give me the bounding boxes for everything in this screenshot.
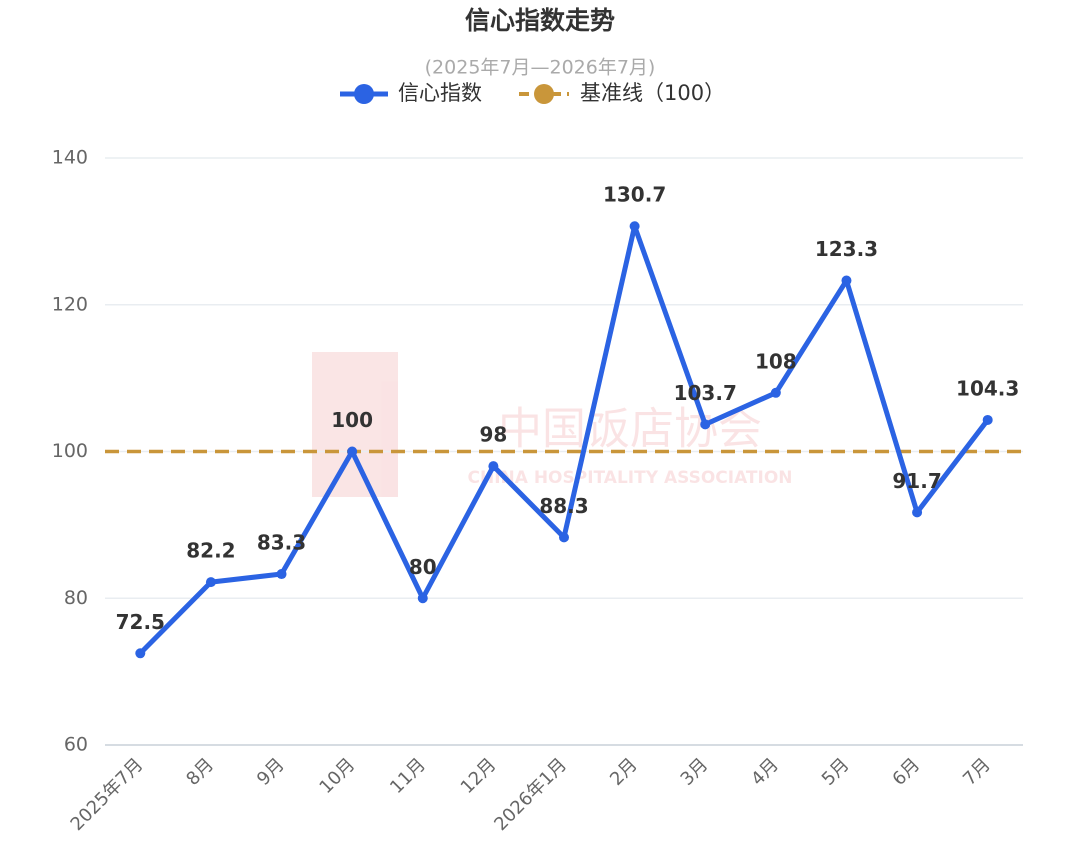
data-label: 103.7 xyxy=(674,381,737,405)
data-label: 80 xyxy=(409,555,437,579)
data-point xyxy=(205,577,216,588)
y-tick-label: 120 xyxy=(52,293,88,315)
x-tick-label: 8月 xyxy=(182,754,218,790)
x-tick-label: 2月 xyxy=(606,754,642,790)
data-point xyxy=(700,419,711,430)
chart-title: 信心指数走势 xyxy=(465,6,615,35)
watermark: 中国饭店协会 CHINA HOSPITALITY ASSOCIATION xyxy=(312,352,793,497)
y-tick-label: 60 xyxy=(64,734,88,756)
y-tick-label: 140 xyxy=(52,147,88,169)
data-label: 108 xyxy=(755,349,797,373)
x-tick-label: 11月 xyxy=(386,754,430,798)
data-label: 82.2 xyxy=(186,539,235,563)
data-point xyxy=(559,532,569,543)
data-point xyxy=(912,507,923,518)
data-point xyxy=(347,446,358,457)
x-tick-label: 2026年1月 xyxy=(490,754,571,835)
data-point xyxy=(841,275,852,286)
data-label: 104.3 xyxy=(956,376,1019,400)
x-tick-label: 7月 xyxy=(959,754,995,790)
data-label: 123.3 xyxy=(815,237,878,261)
data-label: 91.7 xyxy=(892,469,941,493)
data-point xyxy=(276,569,287,580)
legend-label: 基准线（100） xyxy=(580,81,725,105)
legend-label: 信心指数 xyxy=(398,81,482,105)
watermark-text: 中国饭店协会 xyxy=(498,404,762,455)
chart-subtitle: (2025年7月—2026年7月) xyxy=(425,57,656,79)
data-label: 98 xyxy=(479,423,507,447)
data-point xyxy=(770,387,781,398)
x-tick-label: 6月 xyxy=(888,754,924,790)
data-point xyxy=(417,593,428,604)
x-tick-label: 5月 xyxy=(818,754,854,790)
data-point xyxy=(488,461,499,472)
data-label: 83.3 xyxy=(257,531,306,555)
watermark-logo xyxy=(312,352,398,497)
data-label: 130.7 xyxy=(603,183,666,207)
legend-symbol xyxy=(354,84,374,104)
data-label: 88.3 xyxy=(539,494,588,518)
y-tick-label: 100 xyxy=(52,440,88,462)
x-tick-label: 2025年7月 xyxy=(67,754,148,835)
x-tick-label: 4月 xyxy=(747,754,783,790)
data-label: 100 xyxy=(331,408,373,432)
legend: 信心指数 基准线（100） xyxy=(340,81,725,105)
data-point xyxy=(982,414,993,425)
y-tick-label: 80 xyxy=(64,587,88,609)
data-point xyxy=(135,648,146,659)
x-tick-label: 3月 xyxy=(677,754,713,790)
watermark-text: CHINA HOSPITALITY ASSOCIATION xyxy=(467,468,792,488)
x-tick-label: 10月 xyxy=(315,754,359,798)
x-tick-label: 9月 xyxy=(253,754,289,790)
data-label: 72.5 xyxy=(116,610,165,634)
x-tick-label: 12月 xyxy=(457,754,501,798)
legend-symbol xyxy=(534,84,554,104)
data-point xyxy=(629,221,640,232)
